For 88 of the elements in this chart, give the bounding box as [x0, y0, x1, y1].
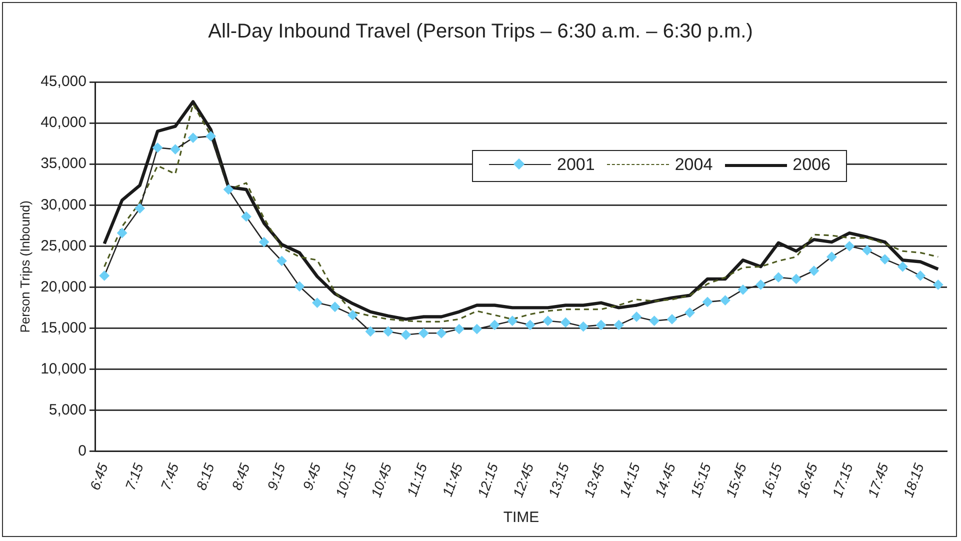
- point: [436, 328, 446, 338]
- x-tick-label: 13:45: [580, 460, 608, 500]
- point: [560, 317, 571, 328]
- point: [490, 320, 500, 330]
- point: [99, 270, 110, 281]
- y-tick-label: 15,000: [40, 319, 86, 336]
- x-tick-label: 8:15: [192, 460, 218, 492]
- x-tick-label: 8:45: [228, 460, 253, 492]
- point: [472, 324, 482, 334]
- point: [348, 310, 358, 320]
- point: [684, 308, 695, 318]
- x-tick-label: 18:15: [900, 460, 927, 500]
- x-tick-label: 11:45: [438, 460, 466, 498]
- x-tick-label: 7:45: [157, 460, 182, 492]
- y-tick-label: 5,000: [48, 401, 86, 418]
- x-tick-label: 9:45: [299, 460, 324, 492]
- point: [898, 262, 908, 272]
- x-tick-label: 14:45: [652, 460, 679, 500]
- x-tick-label: 15:15: [686, 460, 714, 500]
- point: [738, 284, 748, 295]
- point: [702, 296, 713, 307]
- y-tick-label: 45,000: [40, 73, 86, 90]
- x-tick-label: 6:45: [86, 460, 111, 492]
- point: [134, 203, 145, 214]
- y-tick-label: 10,000: [40, 360, 86, 378]
- y-tick-label: 20,000: [40, 278, 86, 296]
- point: [312, 298, 322, 308]
- point: [507, 316, 518, 326]
- point: [614, 320, 624, 330]
- point: [578, 322, 588, 332]
- legend-label: 2001: [557, 155, 595, 175]
- y-axis-title: Person Trips (Inbound): [17, 200, 32, 333]
- point: [880, 254, 890, 264]
- point: [365, 326, 376, 337]
- point: [862, 245, 872, 256]
- x-tick-label: 9:15: [264, 460, 288, 492]
- point: [276, 256, 287, 266]
- y-tick-label: 25,000: [40, 237, 86, 254]
- y-tick-label: 40,000: [40, 114, 86, 132]
- point: [915, 270, 926, 281]
- x-tick-label: 12:15: [474, 460, 502, 500]
- point: [525, 320, 536, 330]
- point: [542, 316, 553, 326]
- point: [294, 281, 304, 292]
- y-tick-label: 30,000: [40, 196, 86, 214]
- x-axis-title: TIME: [503, 509, 540, 526]
- x-tick-label: 14:15: [616, 460, 644, 500]
- chart-title: All-Day Inbound Travel (Person Trips – 6:30 a.m. – 6:30 p.m.): [208, 20, 753, 43]
- point: [454, 324, 464, 334]
- point: [170, 144, 180, 154]
- legend-label: 2004: [674, 155, 713, 175]
- x-tick-label: 10:15: [332, 460, 360, 500]
- x-tick-label: 12:45: [510, 460, 537, 500]
- point: [756, 280, 766, 290]
- point: [330, 302, 340, 312]
- x-tick-label: 11:15: [403, 460, 430, 498]
- x-tick-label: 7:15: [122, 460, 146, 492]
- point: [667, 314, 678, 324]
- x-tick-label: 17:15: [828, 460, 856, 500]
- point: [773, 272, 784, 282]
- point: [259, 237, 270, 248]
- point: [241, 212, 252, 222]
- x-tick-label: 13:15: [545, 460, 572, 500]
- y-tick-label: 0: [78, 442, 86, 460]
- point: [400, 330, 411, 340]
- point: [152, 142, 163, 153]
- point: [808, 266, 819, 276]
- y-tick-label: 35,000: [40, 155, 86, 172]
- point: [720, 295, 730, 306]
- legend-label: 2006: [792, 155, 830, 175]
- point: [224, 184, 234, 195]
- x-tick-label: 17:45: [864, 460, 892, 500]
- point: [596, 320, 606, 330]
- x-tick-label: 15:45: [722, 460, 750, 500]
- point: [649, 316, 660, 326]
- point: [188, 132, 198, 143]
- point: [791, 274, 802, 284]
- point: [826, 252, 837, 262]
- point: [383, 326, 394, 337]
- x-tick-label: 16:15: [758, 460, 786, 500]
- x-tick-label: 10:45: [368, 460, 395, 500]
- point: [418, 328, 429, 338]
- x-tick-label: 16:45: [793, 460, 820, 500]
- point: [117, 228, 128, 238]
- point: [206, 131, 216, 142]
- point: [844, 241, 854, 252]
- point: [632, 312, 642, 322]
- point: [933, 280, 944, 290]
